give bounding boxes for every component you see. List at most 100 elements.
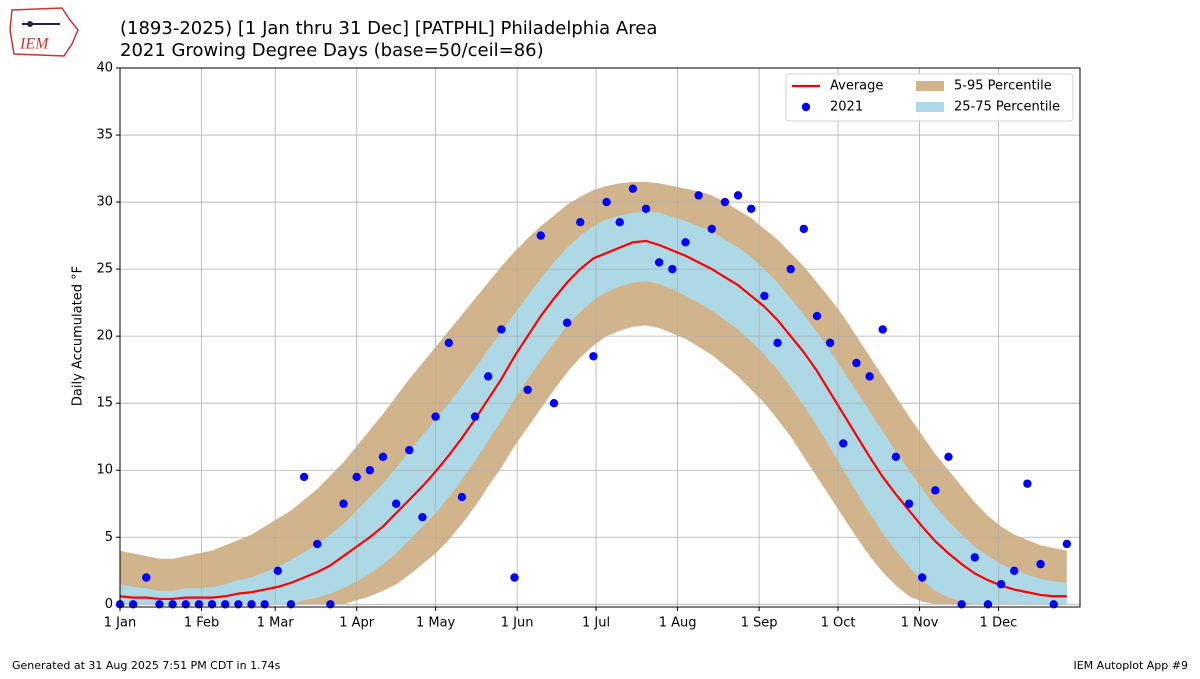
data-point	[155, 600, 164, 609]
chart-title: (1893-2025) [1 Jan thru 31 Dec] [PATPHL]…	[120, 18, 657, 39]
data-point	[234, 600, 243, 609]
chart-subtitle: 2021 Growing Degree Days (base=50/ceil=8…	[120, 40, 544, 61]
y-tick-label: 10	[96, 463, 113, 478]
data-point	[497, 325, 506, 334]
data-point	[1036, 559, 1045, 569]
data-point	[694, 191, 703, 200]
x-tick-label: 1 Sep	[741, 616, 778, 631]
data-point	[444, 338, 453, 348]
data-point	[339, 499, 348, 508]
data-point	[668, 264, 677, 274]
data-point	[365, 466, 375, 475]
y-tick-label: 5	[105, 530, 113, 545]
average-line	[119, 239, 1067, 601]
x-tick-label: 1 Jul	[582, 616, 610, 631]
x-tick-label: 1 Feb	[184, 616, 219, 631]
data-point	[128, 600, 138, 609]
data-point	[996, 580, 1006, 589]
data-point	[760, 291, 769, 301]
data-point	[931, 486, 940, 495]
data-point	[576, 217, 585, 227]
legend-label: 25-75 Percentile	[954, 100, 1060, 115]
data-point	[786, 264, 795, 274]
data-point	[549, 398, 559, 408]
data-point	[247, 600, 256, 609]
legend-label: Average	[830, 79, 883, 94]
data-point	[273, 566, 283, 575]
data-point	[194, 600, 204, 609]
data-point	[1023, 479, 1032, 488]
data-point	[773, 338, 782, 348]
logo-text: IEM	[19, 36, 50, 53]
data-point	[1062, 539, 1072, 549]
y-tick-label: 30	[96, 195, 113, 210]
data-point	[825, 338, 835, 348]
y-tick-label: 25	[96, 262, 113, 277]
x-tick-label: 1 Jan	[104, 616, 136, 631]
data-point	[1049, 600, 1058, 609]
y-tick-label: 0	[105, 597, 113, 612]
data-point	[654, 258, 664, 267]
data-point	[1010, 566, 1019, 575]
x-tick-label: 1 Oct	[821, 616, 856, 631]
data-point	[878, 325, 887, 334]
y-axis-label: Daily Accumulated °F	[71, 266, 86, 406]
data-point	[352, 472, 361, 482]
x-tick-label: 1 Mar	[257, 616, 295, 631]
x-tick-label: 1 Apr	[339, 616, 375, 631]
data-point	[378, 452, 388, 462]
data-point	[457, 492, 467, 502]
data-point	[957, 600, 966, 609]
data-point	[510, 573, 519, 582]
data-point	[720, 197, 730, 207]
data-point	[221, 600, 230, 609]
data-point	[207, 600, 217, 609]
x-tick-label: 1 Jun	[501, 616, 534, 631]
data-point	[562, 318, 572, 327]
x-tick-label: 1 Dec	[980, 616, 1018, 631]
legend-swatch	[916, 81, 944, 91]
y-tick-label: 40	[96, 61, 113, 76]
data-point	[602, 197, 611, 207]
x-tick-label: 1 Nov	[901, 616, 939, 631]
plot-area: 0 5 10 15 20 25 30 35 40 1 Jan 1 Feb 1 Mar 1 Apr 1 Ma…	[96, 61, 1081, 631]
data-point	[852, 358, 861, 368]
data-point	[799, 224, 809, 234]
data-point	[747, 204, 756, 213]
data-point	[904, 499, 914, 508]
data-point	[168, 600, 177, 609]
data-point	[615, 217, 624, 227]
x-tick-label: 1 Aug	[659, 616, 697, 631]
data-point	[865, 372, 874, 381]
data-point	[391, 499, 401, 508]
data-point	[970, 553, 979, 562]
data-point	[839, 439, 848, 448]
data-point	[891, 452, 901, 462]
plot-frame	[119, 67, 1081, 608]
data-point	[628, 184, 638, 193]
data-point	[326, 600, 335, 609]
data-point	[181, 600, 190, 609]
data-point	[431, 412, 440, 421]
x-tick-label: 1 May	[416, 616, 456, 631]
logo: IEM	[9, 7, 79, 57]
data-point	[917, 573, 927, 582]
data-point	[536, 231, 546, 240]
data-point	[707, 224, 716, 234]
data-point	[523, 385, 532, 394]
data-point	[681, 238, 690, 247]
y-tick-label: 15	[96, 396, 113, 411]
data-point	[418, 512, 427, 522]
legend-label: 5-95 Percentile	[954, 79, 1052, 94]
data-point	[983, 600, 993, 609]
percentile-band	[120, 211, 1067, 605]
legend-swatch	[916, 102, 944, 112]
data-point	[313, 539, 322, 549]
y-tick-label: 35	[96, 128, 113, 143]
data-point	[589, 352, 598, 361]
legend-label: 2021	[830, 100, 863, 115]
legend-box	[785, 73, 1074, 122]
data-point	[286, 600, 296, 609]
data-point	[142, 573, 151, 582]
